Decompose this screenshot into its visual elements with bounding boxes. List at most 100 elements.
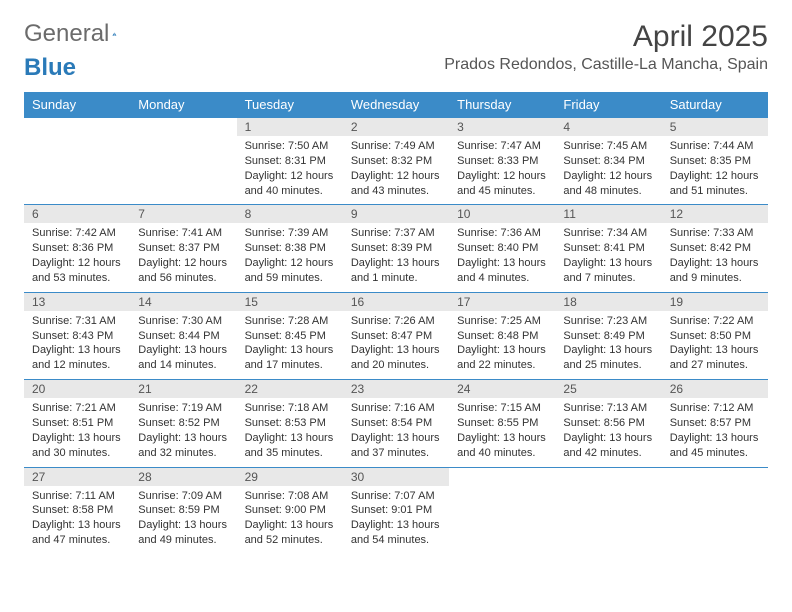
sunrise-text: Sunrise: 7:42 AM [32,226,122,241]
calendar-day-cell: 17Sunrise: 7:25 AMSunset: 8:48 PMDayligh… [449,292,555,379]
day-number: 20 [24,380,130,398]
daylight-text: Daylight: 13 hours and 25 minutes. [563,343,653,373]
sunrise-text: Sunrise: 7:11 AM [32,489,122,504]
calendar-day-cell: 18Sunrise: 7:23 AMSunset: 8:49 PMDayligh… [555,292,661,379]
day-number: 18 [555,293,661,311]
calendar-day-cell: 21Sunrise: 7:19 AMSunset: 8:52 PMDayligh… [130,380,236,467]
day-number: 25 [555,380,661,398]
daylight-text: Daylight: 13 hours and 27 minutes. [670,343,760,373]
day-body: Sunrise: 7:22 AMSunset: 8:50 PMDaylight:… [662,311,768,379]
sunset-text: Sunset: 8:56 PM [563,416,653,431]
calendar-body: 1Sunrise: 7:50 AMSunset: 8:31 PMDaylight… [24,118,768,554]
daylight-text: Daylight: 12 hours and 48 minutes. [563,169,653,199]
page-title: April 2025 [444,20,768,54]
daylight-text: Daylight: 13 hours and 12 minutes. [32,343,122,373]
daylight-text: Daylight: 13 hours and 22 minutes. [457,343,547,373]
calendar-day-cell: 23Sunrise: 7:16 AMSunset: 8:54 PMDayligh… [343,380,449,467]
sunrise-text: Sunrise: 7:26 AM [351,314,441,329]
sunrise-text: Sunrise: 7:49 AM [351,139,441,154]
sunset-text: Sunset: 8:53 PM [245,416,335,431]
column-header: Thursday [449,92,555,118]
day-number: 19 [662,293,768,311]
day-body: Sunrise: 7:13 AMSunset: 8:56 PMDaylight:… [555,398,661,466]
calendar-day-cell: 14Sunrise: 7:30 AMSunset: 8:44 PMDayligh… [130,292,236,379]
calendar-day-cell: 19Sunrise: 7:22 AMSunset: 8:50 PMDayligh… [662,292,768,379]
day-number: 12 [662,205,768,223]
calendar-day-cell: 28Sunrise: 7:09 AMSunset: 8:59 PMDayligh… [130,467,236,554]
calendar-day-cell [130,118,236,205]
sunrise-text: Sunrise: 7:08 AM [245,489,335,504]
sunset-text: Sunset: 8:40 PM [457,241,547,256]
day-body: Sunrise: 7:23 AMSunset: 8:49 PMDaylight:… [555,311,661,379]
day-body: Sunrise: 7:42 AMSunset: 8:36 PMDaylight:… [24,223,130,291]
sunset-text: Sunset: 8:42 PM [670,241,760,256]
day-body: Sunrise: 7:49 AMSunset: 8:32 PMDaylight:… [343,136,449,204]
sunrise-text: Sunrise: 7:47 AM [457,139,547,154]
column-header: Wednesday [343,92,449,118]
sunrise-text: Sunrise: 7:33 AM [670,226,760,241]
day-number: 13 [24,293,130,311]
sunrise-text: Sunrise: 7:07 AM [351,489,441,504]
calendar-day-cell: 10Sunrise: 7:36 AMSunset: 8:40 PMDayligh… [449,205,555,292]
sunset-text: Sunset: 8:43 PM [32,329,122,344]
column-header: Sunday [24,92,130,118]
day-body: Sunrise: 7:15 AMSunset: 8:55 PMDaylight:… [449,398,555,466]
sunset-text: Sunset: 8:34 PM [563,154,653,169]
calendar-day-cell: 3Sunrise: 7:47 AMSunset: 8:33 PMDaylight… [449,118,555,205]
calendar-table: SundayMondayTuesdayWednesdayThursdayFrid… [24,92,768,554]
day-body: Sunrise: 7:34 AMSunset: 8:41 PMDaylight:… [555,223,661,291]
calendar-day-cell: 11Sunrise: 7:34 AMSunset: 8:41 PMDayligh… [555,205,661,292]
calendar-day-cell [24,118,130,205]
day-number: 26 [662,380,768,398]
logo-text-general: General [24,20,109,48]
day-number: 7 [130,205,236,223]
sunset-text: Sunset: 8:37 PM [138,241,228,256]
day-number [449,468,555,486]
daylight-text: Daylight: 13 hours and 54 minutes. [351,518,441,548]
sunset-text: Sunset: 8:36 PM [32,241,122,256]
daylight-text: Daylight: 13 hours and 52 minutes. [245,518,335,548]
column-header: Saturday [662,92,768,118]
calendar-day-cell: 15Sunrise: 7:28 AMSunset: 8:45 PMDayligh… [237,292,343,379]
day-number: 8 [237,205,343,223]
day-body [24,136,130,192]
day-body: Sunrise: 7:18 AMSunset: 8:53 PMDaylight:… [237,398,343,466]
daylight-text: Daylight: 13 hours and 32 minutes. [138,431,228,461]
day-body: Sunrise: 7:47 AMSunset: 8:33 PMDaylight:… [449,136,555,204]
calendar-week-row: 1Sunrise: 7:50 AMSunset: 8:31 PMDaylight… [24,118,768,205]
sunset-text: Sunset: 8:55 PM [457,416,547,431]
sunset-text: Sunset: 8:58 PM [32,503,122,518]
day-body [662,486,768,542]
calendar-day-cell: 1Sunrise: 7:50 AMSunset: 8:31 PMDaylight… [237,118,343,205]
sunset-text: Sunset: 8:41 PM [563,241,653,256]
day-body: Sunrise: 7:12 AMSunset: 8:57 PMDaylight:… [662,398,768,466]
calendar-day-cell: 12Sunrise: 7:33 AMSunset: 8:42 PMDayligh… [662,205,768,292]
day-number: 4 [555,118,661,136]
daylight-text: Daylight: 13 hours and 14 minutes. [138,343,228,373]
daylight-text: Daylight: 12 hours and 43 minutes. [351,169,441,199]
daylight-text: Daylight: 13 hours and 17 minutes. [245,343,335,373]
sunset-text: Sunset: 8:49 PM [563,329,653,344]
day-body: Sunrise: 7:08 AMSunset: 9:00 PMDaylight:… [237,486,343,554]
day-body: Sunrise: 7:36 AMSunset: 8:40 PMDaylight:… [449,223,555,291]
sunrise-text: Sunrise: 7:19 AM [138,401,228,416]
sunset-text: Sunset: 8:59 PM [138,503,228,518]
day-body: Sunrise: 7:50 AMSunset: 8:31 PMDaylight:… [237,136,343,204]
daylight-text: Daylight: 13 hours and 35 minutes. [245,431,335,461]
location-text: Prados Redondos, Castille-La Mancha, Spa… [444,56,768,74]
day-number: 24 [449,380,555,398]
sunset-text: Sunset: 8:48 PM [457,329,547,344]
calendar-day-cell: 13Sunrise: 7:31 AMSunset: 8:43 PMDayligh… [24,292,130,379]
logo: General [24,20,140,48]
sunset-text: Sunset: 8:39 PM [351,241,441,256]
calendar-day-cell: 5Sunrise: 7:44 AMSunset: 8:35 PMDaylight… [662,118,768,205]
calendar-week-row: 20Sunrise: 7:21 AMSunset: 8:51 PMDayligh… [24,380,768,467]
day-body: Sunrise: 7:19 AMSunset: 8:52 PMDaylight:… [130,398,236,466]
daylight-text: Daylight: 13 hours and 47 minutes. [32,518,122,548]
day-number [555,468,661,486]
daylight-text: Daylight: 13 hours and 30 minutes. [32,431,122,461]
day-number: 5 [662,118,768,136]
daylight-text: Daylight: 13 hours and 7 minutes. [563,256,653,286]
daylight-text: Daylight: 13 hours and 4 minutes. [457,256,547,286]
sunrise-text: Sunrise: 7:41 AM [138,226,228,241]
